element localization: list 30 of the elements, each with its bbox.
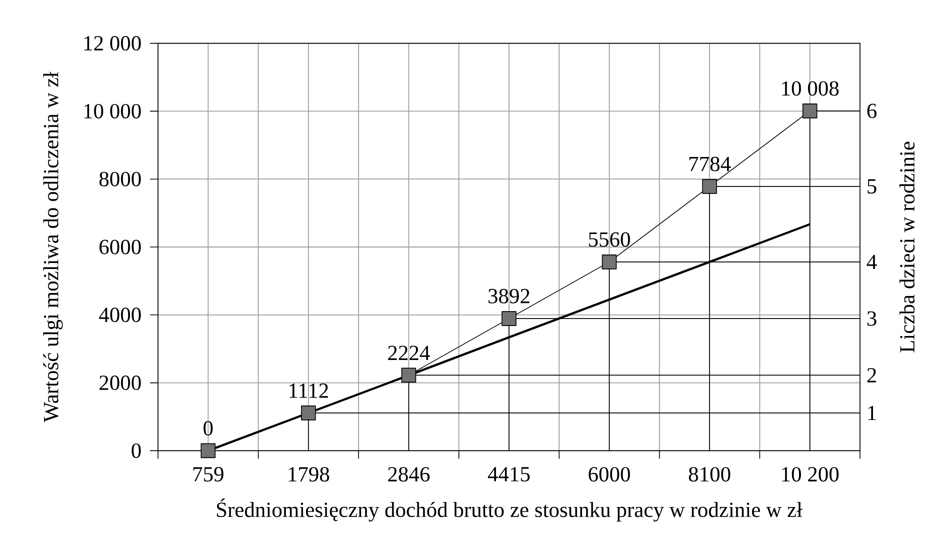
annotation: 3: [867, 311, 876, 326]
y-tick-label: 4000: [99, 308, 141, 322]
data-label: 2224: [388, 346, 430, 360]
annotation: 1: [868, 406, 876, 420]
y-axis-title: Wartość ulgi możliwa do odliczenia w zł: [43, 72, 63, 422]
y-tick-label: 10 000: [84, 104, 141, 118]
y-tick-label: 0: [132, 443, 141, 458]
y-tick-label: 12 000: [84, 36, 141, 51]
data-label: 3892: [488, 288, 530, 304]
annotation: 2: [867, 368, 876, 382]
annotation: 4: [866, 254, 877, 270]
x-tick-label: 8100: [688, 467, 730, 482]
data-label: 10 008: [782, 81, 839, 96]
x-tick-label: 10 200: [782, 467, 839, 482]
y-tick-label: 8000: [99, 172, 141, 186]
data-label: 5560: [589, 232, 630, 247]
data-label: 0: [204, 420, 213, 436]
x-tick-label: 759: [193, 467, 224, 482]
annotation: 5: [868, 179, 876, 194]
x-tick-label: 4415: [488, 467, 530, 482]
data-label: 7784: [689, 156, 731, 172]
x-tick-label: 6000: [588, 467, 630, 482]
y2-axis-title: Liczba dzieci w rodzinie: [899, 142, 915, 352]
x-tick-label: 2846: [388, 467, 430, 482]
annotation: 6: [867, 104, 877, 118]
data-label: 1112: [290, 384, 328, 398]
y-tick-label: 6000: [100, 240, 141, 254]
x-axis-title: Średniomiesięczny dochód brutto ze stosunku pracy w rodzinie w zł: [216, 498, 802, 522]
y-tick-label: 2000: [100, 376, 141, 390]
x-tick-label: 1798: [288, 467, 330, 482]
